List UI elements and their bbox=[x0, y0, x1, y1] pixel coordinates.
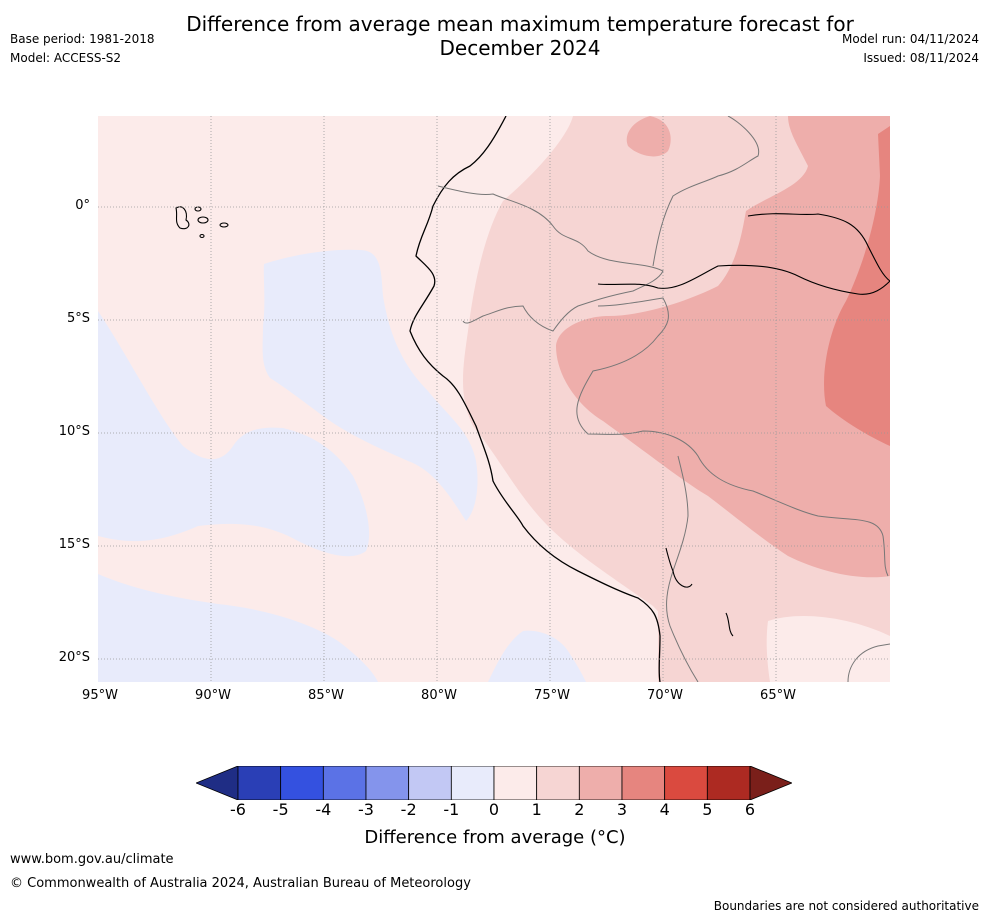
colorbar-swatch bbox=[578, 766, 623, 800]
issued-date: Issued: 08/11/2024 bbox=[863, 51, 979, 65]
colorbar-swatch bbox=[450, 766, 495, 800]
rivers bbox=[597, 213, 890, 637]
colorbar-tick-label: -1 bbox=[443, 800, 460, 819]
disclaimer-text: Boundaries are not considered authoritat… bbox=[713, 899, 979, 913]
colorbar-tick-label: 6 bbox=[744, 800, 756, 819]
colorbar-tick-label: -3 bbox=[358, 800, 374, 819]
anomaly-zone-cool-west bbox=[98, 311, 370, 557]
model-name: Model: ACCESS-S2 bbox=[10, 51, 122, 65]
colorbar-swatch bbox=[280, 766, 324, 800]
coastline bbox=[409, 116, 661, 682]
colorbar-extend-high bbox=[749, 766, 792, 800]
colorbar-tick-label: 3 bbox=[616, 800, 628, 819]
colorbar-tick-label: 1 bbox=[531, 800, 542, 819]
anomaly-zone-1-to-2-south bbox=[658, 579, 770, 682]
colorbar-svg bbox=[196, 766, 792, 800]
colorbar-swatch bbox=[664, 766, 708, 800]
website-link[interactable]: www.bom.gov.au/climate bbox=[10, 852, 174, 867]
colorbar-swatch bbox=[706, 766, 751, 800]
base-period: Base period: 1981-2018 bbox=[10, 32, 155, 46]
colorbar-tick-label: 2 bbox=[574, 800, 585, 819]
lon-label: 90°W bbox=[195, 688, 231, 703]
colorbar-tick-label: -6 bbox=[230, 800, 246, 819]
lon-label: 70°W bbox=[647, 688, 683, 703]
colorbar-swatch bbox=[322, 766, 367, 800]
meta-left: Base period: 1981-2018 Model: ACCESS-S2 bbox=[10, 30, 155, 68]
colorbar-tick-label: 4 bbox=[659, 800, 670, 819]
colorbar bbox=[196, 766, 792, 800]
lat-label: 20°S bbox=[58, 650, 90, 665]
anomaly-zone-cool-center bbox=[262, 249, 478, 522]
lon-label: 75°W bbox=[534, 688, 570, 703]
colorbar-label: Difference from average (°C) bbox=[364, 827, 626, 848]
lat-label: 10°S bbox=[58, 424, 90, 439]
colorbar-swatch bbox=[493, 766, 538, 800]
colorbar-tick-label: 0 bbox=[488, 800, 500, 819]
map-panel bbox=[98, 116, 890, 682]
anomaly-zone-3-to-4 bbox=[824, 126, 890, 446]
lon-label: 80°W bbox=[421, 688, 457, 703]
lat-label: 15°S bbox=[58, 537, 90, 552]
copyright-text: © Commonwealth of Australia 2024, Austra… bbox=[10, 876, 471, 891]
meta-right: Model run: 04/11/2024 Issued: 08/11/2024 bbox=[842, 30, 979, 68]
map-svg bbox=[98, 116, 890, 682]
colorbar-swatch bbox=[408, 766, 452, 800]
anomaly-zone-0-to-1-se bbox=[766, 616, 890, 682]
lat-label: 0° bbox=[75, 198, 90, 213]
colorbar-tick-label: 5 bbox=[702, 800, 713, 819]
colorbar-extend-low bbox=[196, 766, 239, 800]
colorbar-swatch bbox=[365, 766, 410, 800]
colorbar-swatch bbox=[621, 766, 666, 800]
model-run: Model run: 04/11/2024 bbox=[841, 32, 979, 46]
anomaly-zone-cool-coast bbox=[488, 630, 586, 682]
anomaly-zone-2-to-3 bbox=[556, 116, 890, 578]
lon-label: 65°W bbox=[760, 688, 796, 703]
colorbar-swatch bbox=[536, 766, 580, 800]
lon-label: 95°W bbox=[82, 688, 118, 703]
anomaly-zone-cool-south bbox=[98, 574, 378, 682]
lat-label: 5°S bbox=[66, 311, 90, 326]
colorbar-swatch bbox=[237, 766, 282, 800]
anomaly-zone-2-to-3-north bbox=[626, 116, 671, 157]
colorbar-tick-label: -4 bbox=[315, 800, 332, 819]
colorbar-tick-label: -2 bbox=[400, 800, 417, 819]
lon-label: 85°W bbox=[308, 688, 344, 703]
graticule bbox=[98, 116, 890, 682]
page-title: Difference from average mean maximum tem… bbox=[186, 12, 854, 60]
colorbar-tick-label: -5 bbox=[272, 800, 289, 819]
